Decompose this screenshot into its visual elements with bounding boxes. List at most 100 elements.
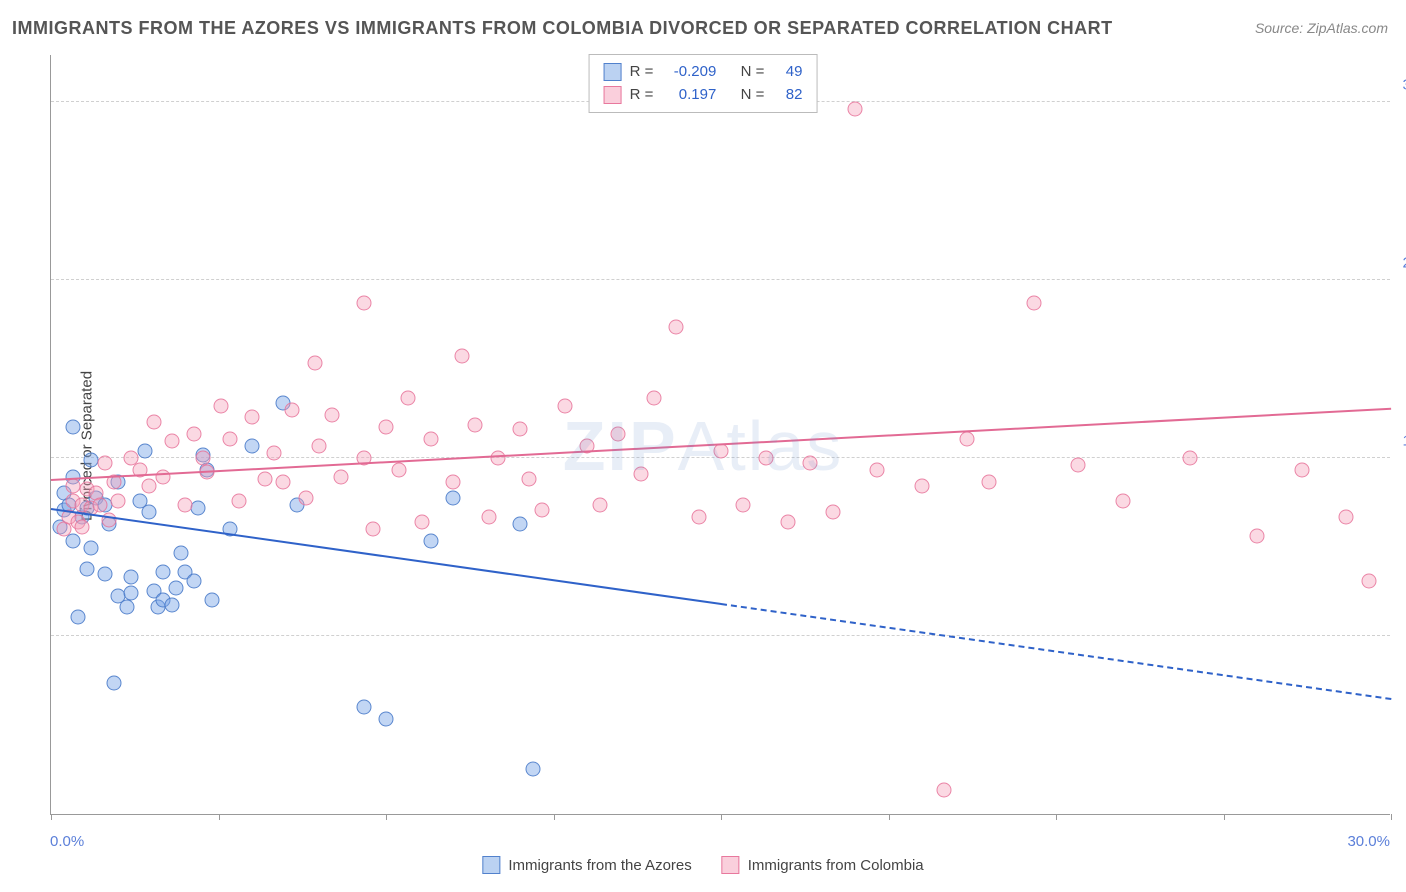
gridline [51,279,1390,280]
x-tick [889,814,890,820]
data-point [231,493,246,508]
swatch-blue [482,856,500,874]
label-n: N = [741,61,765,84]
x-tick [219,814,220,820]
data-point [222,431,237,446]
data-point [781,514,796,529]
n-value-colombia: 82 [772,84,802,107]
data-point [513,517,528,532]
data-point [325,408,340,423]
data-point [258,472,273,487]
data-point [392,462,407,477]
plot-area: 7.5%15.0%22.5%30.0% [50,55,1390,815]
correlation-legend: R = -0.209 N = 49 R = 0.197 N = 82 [589,54,818,113]
data-point [521,472,536,487]
trend-line [721,603,1391,700]
data-point [414,514,429,529]
data-point [66,533,81,548]
source-attribution: Source: ZipAtlas.com [1255,20,1388,36]
data-point [691,510,706,525]
data-point [285,403,300,418]
data-point [178,498,193,513]
data-point [84,541,99,556]
data-point [803,455,818,470]
data-point [111,493,126,508]
data-point [106,676,121,691]
swatch-pink [604,86,622,104]
data-point [937,783,952,798]
legend-label-azores: Immigrants from the Azores [508,857,691,874]
legend-item-azores: Immigrants from the Azores [482,856,691,874]
data-point [611,427,626,442]
data-point [245,438,260,453]
r-value-colombia: 0.197 [661,84,716,107]
data-point [593,498,608,513]
data-point [848,101,863,116]
data-point [79,562,94,577]
data-point [1071,457,1086,472]
legend-row-azores: R = -0.209 N = 49 [604,61,803,84]
data-point [379,712,394,727]
label-n: N = [741,84,765,107]
data-point [446,491,461,506]
data-point [446,474,461,489]
data-point [915,479,930,494]
series-legend: Immigrants from the Azores Immigrants fr… [482,856,923,874]
data-point [825,505,840,520]
x-tick [1224,814,1225,820]
data-point [267,446,282,461]
data-point [468,417,483,432]
data-point [245,410,260,425]
data-point [75,519,90,534]
data-point [1250,529,1265,544]
data-point [334,469,349,484]
data-point [164,434,179,449]
data-point [513,422,528,437]
data-point [490,450,505,465]
data-point [423,431,438,446]
data-point [758,450,773,465]
x-tick-label-min: 0.0% [50,833,84,850]
x-tick [1391,814,1392,820]
label-r: R = [630,84,654,107]
y-tick-label: 30.0% [1395,76,1406,93]
legend-row-colombia: R = 0.197 N = 82 [604,84,803,107]
chart-title: IMMIGRANTS FROM THE AZORES VS IMMIGRANTS… [12,18,1113,39]
data-point [146,415,161,430]
gridline [51,635,1390,636]
data-point [93,498,108,513]
data-point [1116,493,1131,508]
data-point [164,598,179,613]
data-point [356,700,371,715]
label-r: R = [630,61,654,84]
data-point [97,567,112,582]
x-tick [51,814,52,820]
data-point [97,455,112,470]
data-point [155,469,170,484]
data-point [186,574,201,589]
data-point [454,348,469,363]
legend-item-colombia: Immigrants from Colombia [722,856,924,874]
data-point [1339,510,1354,525]
data-point [1026,296,1041,311]
data-point [535,503,550,518]
data-point [142,505,157,520]
data-point [481,510,496,525]
data-point [633,467,648,482]
y-tick-label: 7.5% [1395,610,1406,627]
data-point [736,498,751,513]
x-tick [554,814,555,820]
data-point [195,450,210,465]
x-tick [386,814,387,820]
data-point [191,500,206,515]
data-point [102,512,117,527]
data-point [870,462,885,477]
data-point [137,443,152,458]
data-point [982,474,997,489]
n-value-azores: 49 [772,61,802,84]
data-point [647,391,662,406]
data-point [557,398,572,413]
data-point [204,593,219,608]
data-point [124,569,139,584]
data-point [312,438,327,453]
